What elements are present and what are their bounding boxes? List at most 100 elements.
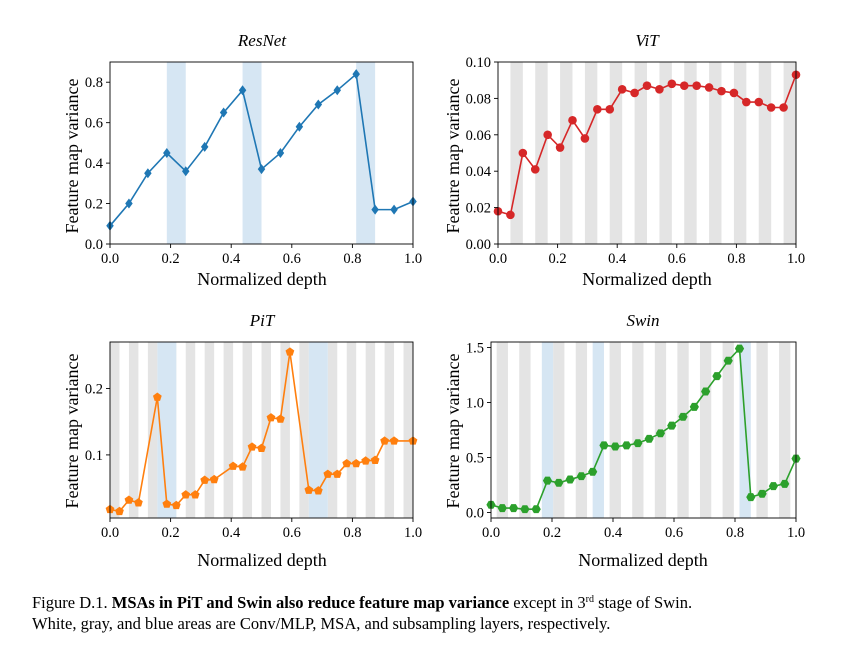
axes-frame bbox=[109, 341, 414, 519]
data-point bbox=[565, 475, 575, 484]
x-tick-label: 1.0 bbox=[787, 525, 805, 541]
y-tick-label: 0.6 bbox=[85, 116, 103, 132]
msa-region bbox=[496, 342, 508, 518]
data-point bbox=[285, 347, 295, 356]
data-point bbox=[190, 490, 200, 499]
y-axis-label: Feature map variance bbox=[443, 79, 463, 234]
y-tick-label: 0.4 bbox=[85, 156, 104, 172]
data-point bbox=[531, 505, 541, 514]
data-point bbox=[542, 476, 553, 485]
x-tick-label: 0.0 bbox=[101, 525, 119, 541]
data-point bbox=[134, 498, 143, 507]
y-tick-label: 0.0 bbox=[466, 506, 484, 522]
msa-region bbox=[684, 62, 697, 244]
x-tick-label: 0.4 bbox=[222, 525, 241, 541]
data-point bbox=[630, 88, 639, 98]
data-point bbox=[238, 85, 247, 96]
axes-frame bbox=[109, 61, 414, 245]
msa-region bbox=[365, 342, 376, 518]
data-point bbox=[371, 204, 379, 215]
data-point bbox=[276, 414, 285, 423]
x-tick-label: 0.4 bbox=[604, 525, 623, 541]
data-point bbox=[642, 81, 652, 90]
msa-region bbox=[384, 342, 395, 518]
msa-region bbox=[756, 342, 768, 518]
msa-region bbox=[346, 342, 357, 518]
x-tick-label: 0.6 bbox=[283, 251, 301, 267]
y-tick-label: 1.5 bbox=[466, 341, 484, 357]
data-point bbox=[163, 148, 171, 158]
x-tick-label: 0.8 bbox=[726, 525, 744, 541]
caption-line-2: White, gray, and blue areas are Conv/MLP… bbox=[32, 614, 611, 633]
msa-region bbox=[147, 342, 158, 518]
x-tick-label: 0.6 bbox=[283, 525, 301, 541]
msa-region bbox=[709, 62, 722, 244]
data-point bbox=[162, 499, 172, 508]
y-tick-label: 0.8 bbox=[85, 75, 103, 91]
data-point bbox=[712, 372, 722, 381]
msa-region bbox=[553, 342, 565, 518]
data-point bbox=[746, 493, 756, 502]
figure-caption: Figure D.1. MSAs in PiT and Swin also re… bbox=[32, 592, 852, 634]
data-point bbox=[605, 105, 615, 114]
x-tick-label: 0.2 bbox=[162, 525, 180, 541]
plot-area-swin: 0.0 0.2 0.4 0.6 0.8 1.0 0.0 0.5 1.0 1.5 bbox=[466, 341, 805, 542]
data-point bbox=[576, 472, 586, 481]
caption-label: Figure D.1. bbox=[32, 593, 108, 612]
msa-region bbox=[632, 342, 644, 518]
data-point bbox=[621, 441, 632, 450]
caption-text: except in 3 bbox=[513, 593, 586, 612]
data-point bbox=[555, 143, 565, 152]
data-point bbox=[314, 99, 323, 110]
msa-region bbox=[722, 342, 734, 518]
msa-region bbox=[609, 342, 621, 518]
plot-area-pit: 0.0 0.2 0.4 0.6 0.8 1.0 0.1 0.2 bbox=[85, 341, 422, 541]
data-point bbox=[125, 198, 133, 209]
subsampling-region bbox=[166, 62, 186, 244]
caption-superscript: rd bbox=[585, 594, 595, 605]
data-point bbox=[228, 461, 238, 470]
data-point bbox=[704, 83, 714, 92]
data-point bbox=[295, 121, 304, 132]
data-point bbox=[200, 475, 210, 484]
x-tick-label: 0.4 bbox=[222, 251, 241, 267]
data-point bbox=[692, 81, 701, 90]
msa-region bbox=[733, 62, 747, 244]
data-point bbox=[520, 505, 530, 514]
data-point bbox=[588, 467, 598, 476]
data-point bbox=[181, 490, 191, 499]
data-point bbox=[644, 434, 654, 443]
panel-title: ResNet bbox=[237, 31, 287, 50]
data-point bbox=[568, 115, 577, 125]
data-point bbox=[779, 103, 788, 112]
x-tick-label: 0.6 bbox=[668, 251, 686, 267]
panel-title: PiT bbox=[249, 311, 276, 330]
data-point bbox=[266, 413, 276, 422]
data-point bbox=[729, 88, 739, 98]
data-point bbox=[276, 148, 285, 158]
series-line bbox=[490, 346, 797, 511]
x-axis-label: Normalized depth bbox=[582, 269, 711, 289]
y-tick-label: 1.0 bbox=[466, 396, 484, 412]
y-tick-label: 0.04 bbox=[466, 164, 492, 180]
y-tick-label: 0.5 bbox=[466, 451, 484, 467]
x-tick-label: 1.0 bbox=[787, 251, 805, 267]
x-tick-label: 0.8 bbox=[343, 251, 361, 267]
figure-canvas: ResNet Normalized depth Feature map vari… bbox=[62, 31, 805, 570]
x-tick-label: 0.8 bbox=[343, 525, 361, 541]
y-axis-label: Feature map variance bbox=[443, 354, 463, 509]
caption-text-end: stage of Swin. bbox=[598, 593, 693, 612]
y-tick-label: 0.2 bbox=[85, 197, 103, 213]
data-point bbox=[506, 210, 515, 220]
y-tick-label: 0.08 bbox=[466, 91, 491, 107]
data-point bbox=[734, 344, 745, 353]
data-point bbox=[508, 504, 519, 513]
msa-region bbox=[758, 62, 772, 244]
subsampling-region bbox=[541, 342, 554, 518]
data-point bbox=[543, 130, 552, 140]
x-tick-label: 0.2 bbox=[162, 251, 180, 267]
data-point bbox=[351, 458, 361, 468]
data-point bbox=[209, 474, 219, 484]
data-point bbox=[655, 85, 664, 94]
y-axis-label: Feature map variance bbox=[62, 354, 82, 509]
